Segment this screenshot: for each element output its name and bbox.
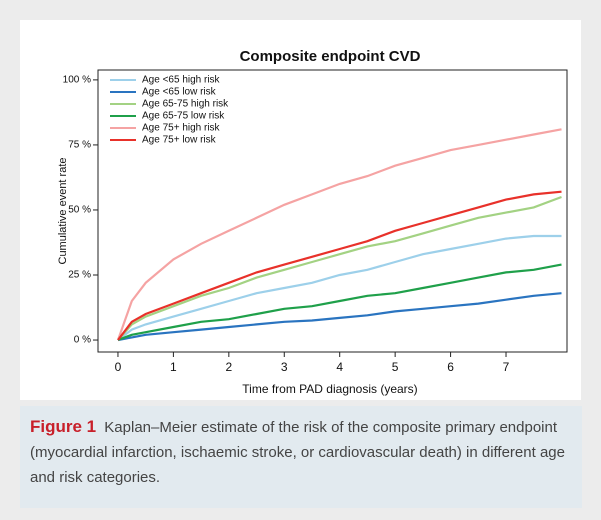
caption-label: Figure 1 [30,417,97,436]
x-tick-label: 6 [447,360,454,374]
legend-label: Age <65 low risk [142,87,217,98]
x-tick-label: 7 [503,360,510,374]
x-tick-label: 4 [336,360,343,374]
chart-title: Composite endpoint CVD [240,48,421,65]
caption-text: Kaplan–Meier estimate of the risk of the… [30,419,565,486]
series-line [116,128,562,341]
y-axis-label: Cumulative event rate [57,158,69,265]
x-tick-label: 5 [392,360,399,374]
y-tick-label: 0 % [74,335,91,346]
series-line [117,190,562,341]
x-tick-label: 2 [225,360,232,374]
y-tick-label: 25 % [68,270,91,281]
legend-label: Age 65-75 low risk [142,111,225,122]
series-line [117,195,562,341]
legend-label: Age 65-75 high risk [142,99,229,110]
y-tick-label: 75 % [68,140,91,151]
x-tick-label: 0 [115,360,122,374]
series-line [117,292,562,342]
chart-panel [20,20,581,400]
caption: Figure 1 Kaplan–Meier estimate of the ri… [20,406,582,508]
x-axis-label: Time from PAD diagnosis (years) [242,382,417,396]
series-line [117,234,562,341]
legend-label: Age <65 high risk [142,75,221,86]
legend-label: Age 75+ high risk [142,123,221,134]
series-line [117,263,562,342]
plot-frame [97,69,568,353]
x-tick-label: 3 [281,360,288,374]
legend-label: Age 75+ low risk [142,135,217,146]
x-tick-label: 1 [170,360,177,374]
y-tick-label: 100 % [63,75,91,86]
y-tick-label: 50 % [68,205,91,216]
chart: Composite endpoint CVD Time from PAD dia… [20,20,581,400]
